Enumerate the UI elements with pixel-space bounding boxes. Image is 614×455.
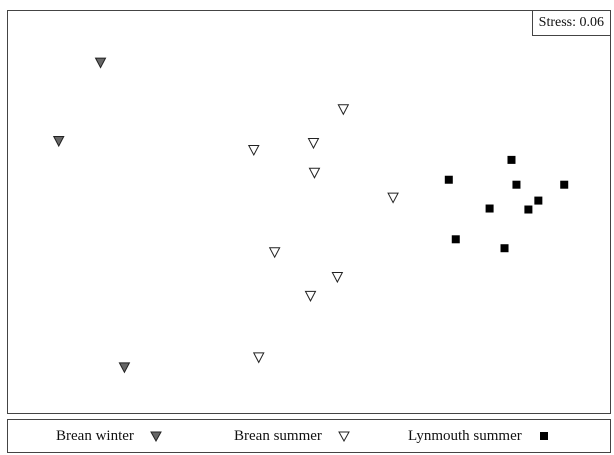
data-point-brean-winter bbox=[118, 362, 131, 374]
legend-label: Brean summer bbox=[234, 428, 322, 444]
data-point-brean-summer bbox=[337, 104, 350, 116]
data-point-lynmouth-summer bbox=[500, 244, 509, 253]
data-point-brean-summer bbox=[307, 138, 320, 150]
legend-item-lynmouth-summer: Lynmouth summer bbox=[408, 420, 550, 452]
legend-item-brean-summer: Brean summer bbox=[234, 420, 350, 452]
data-point-lynmouth-summer bbox=[485, 204, 494, 213]
data-point-lynmouth-summer bbox=[451, 235, 460, 244]
data-point-brean-winter bbox=[52, 136, 65, 148]
legend-label: Brean winter bbox=[56, 428, 134, 444]
data-point-brean-summer bbox=[247, 144, 260, 157]
data-point-brean-summer bbox=[252, 352, 265, 364]
legend-label: Lynmouth summer bbox=[408, 428, 522, 444]
data-point-lynmouth-summer bbox=[512, 180, 521, 189]
open-triangle-icon bbox=[338, 431, 350, 442]
stress-annotation: Stress: 0.06 bbox=[531, 11, 610, 36]
data-point-lynmouth-summer bbox=[524, 205, 533, 214]
data-point-brean-winter bbox=[94, 57, 107, 69]
filled-triangle-icon bbox=[150, 431, 162, 442]
data-point-brean-summer bbox=[304, 290, 317, 302]
data-point-brean-summer bbox=[331, 272, 344, 284]
scatter-plot bbox=[52, 57, 569, 374]
data-point-lynmouth-summer bbox=[534, 196, 543, 205]
data-point-brean-summer bbox=[308, 167, 321, 179]
plot-area: Stress: 0.06 bbox=[7, 10, 611, 414]
filled-square-icon bbox=[539, 432, 548, 440]
legend: Brean winter Brean summer Lynmouth summe… bbox=[7, 419, 611, 453]
data-point-lynmouth-summer bbox=[444, 175, 453, 184]
data-point-lynmouth-summer bbox=[507, 155, 516, 164]
data-point-brean-summer bbox=[387, 192, 399, 204]
data-point-lynmouth-summer bbox=[560, 180, 569, 189]
legend-item-brean-winter: Brean winter bbox=[56, 420, 162, 452]
data-point-brean-summer bbox=[268, 247, 281, 259]
